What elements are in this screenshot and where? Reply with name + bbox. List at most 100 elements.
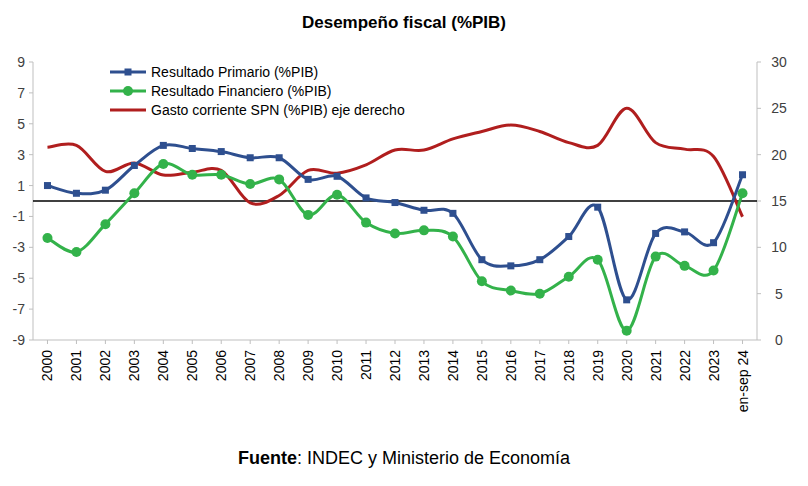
x-tick-label: 2003 [126, 350, 142, 381]
x-tick-label: 2005 [184, 350, 200, 381]
x-tick [192, 340, 193, 344]
x-tick-label: 2018 [561, 350, 577, 381]
x-tick [742, 340, 743, 344]
series-marker [102, 187, 109, 194]
series-marker [506, 286, 516, 296]
x-tick [713, 340, 714, 344]
legend: Resultado Primario (%PIB) Resultado Finan… [110, 64, 405, 118]
x-tick [279, 340, 280, 344]
series-marker [651, 252, 661, 262]
x-tick-label: 2023 [706, 350, 722, 381]
x-tick [76, 340, 77, 344]
x-tick-label: 2020 [619, 350, 635, 381]
title: Desempeño fiscal (%PIB) [302, 13, 506, 32]
y2-tick-label: 0 [775, 332, 783, 348]
y-tick [29, 123, 33, 124]
series-marker [158, 159, 168, 169]
y-tick [29, 92, 33, 93]
x-tick-label: en-sep 24 [735, 350, 751, 412]
x-tick [597, 340, 598, 344]
y2-tick [757, 62, 761, 63]
legend-label: Resultado Financiero (%PIB) [151, 83, 332, 99]
series-marker [419, 225, 429, 235]
series-marker [44, 182, 51, 189]
series-marker [131, 162, 138, 169]
x-tick [47, 340, 48, 344]
x-tick-label: 2010 [329, 350, 345, 381]
y-tick [29, 309, 33, 310]
series-marker [100, 219, 110, 229]
x-tick-label: 2012 [387, 350, 403, 381]
series-marker [129, 188, 139, 198]
x-tick [308, 340, 309, 344]
series-marker [245, 179, 255, 189]
x-tick [366, 340, 367, 344]
legend-marker [123, 86, 133, 96]
y2-tick [757, 108, 761, 109]
x-tick-label: 2019 [590, 350, 606, 381]
y-tick [29, 154, 33, 155]
y2-tick [757, 293, 761, 294]
series-marker [189, 145, 196, 152]
series-marker [276, 154, 283, 161]
series-marker [535, 289, 545, 299]
x-tick-label: 2015 [474, 350, 490, 381]
x-tick-label: 2007 [242, 350, 258, 381]
y-tick [29, 247, 33, 248]
chart: Desempeño fiscal (%PIB)-9-7-5-3-11357905… [0, 0, 808, 486]
y-tick [29, 340, 33, 341]
series-marker [361, 218, 371, 228]
x-tick [452, 340, 453, 344]
legend-label: Gasto corriente SPN (%PIB) eje derecho [151, 102, 405, 118]
series-marker [160, 142, 167, 149]
x-tick [105, 340, 106, 344]
series-marker [216, 170, 226, 180]
y-tick-label: 9 [17, 54, 25, 70]
y-tick-label: 3 [17, 147, 25, 163]
y-tick [29, 185, 33, 186]
y-tick-label: 7 [17, 85, 25, 101]
legend-label: Resultado Primario (%PIB) [151, 64, 318, 80]
y-tick-label: -7 [13, 301, 26, 317]
y-tick [29, 216, 33, 217]
x-tick [568, 340, 569, 344]
y2-tick-label: 30 [771, 54, 787, 70]
y-tick [29, 278, 33, 279]
series-marker [187, 170, 197, 180]
y-tick-label: -3 [13, 239, 26, 255]
x-tick [539, 340, 540, 344]
series-marker [507, 262, 514, 269]
series-marker [42, 233, 52, 243]
x-tick-label: 2000 [39, 350, 55, 381]
x-tick-label: 2016 [503, 350, 519, 381]
x-tick-label: 2013 [416, 350, 432, 381]
series-marker [652, 230, 659, 237]
series-marker [448, 232, 458, 242]
x-tick [134, 340, 135, 344]
y-tick-label: 5 [17, 116, 25, 132]
y2-tick-label: 5 [775, 286, 783, 302]
y-tick-label: 1 [17, 178, 25, 194]
series-marker [392, 199, 399, 206]
source: Fuente: INDEC y Ministerio de Economía [238, 448, 571, 468]
series-marker [739, 171, 746, 178]
x-tick [423, 340, 424, 344]
series-line [47, 163, 742, 330]
x-tick-label: 2011 [358, 350, 374, 380]
y-tick [29, 62, 33, 63]
x-tick [510, 340, 511, 344]
y-tick-label: -1 [13, 208, 26, 224]
series-marker [681, 228, 688, 235]
series-marker [680, 261, 690, 271]
y2-tick-label: 20 [771, 147, 787, 163]
legend-marker [125, 69, 132, 76]
series-marker [247, 154, 254, 161]
x-tick-label: 2002 [97, 350, 113, 381]
x-tick [163, 340, 164, 344]
series-marker [564, 272, 574, 282]
x-tick-label: 2008 [271, 350, 287, 381]
series-line [47, 145, 742, 301]
series-marker [477, 276, 487, 286]
series-marker [332, 190, 342, 200]
series-marker [565, 233, 572, 240]
